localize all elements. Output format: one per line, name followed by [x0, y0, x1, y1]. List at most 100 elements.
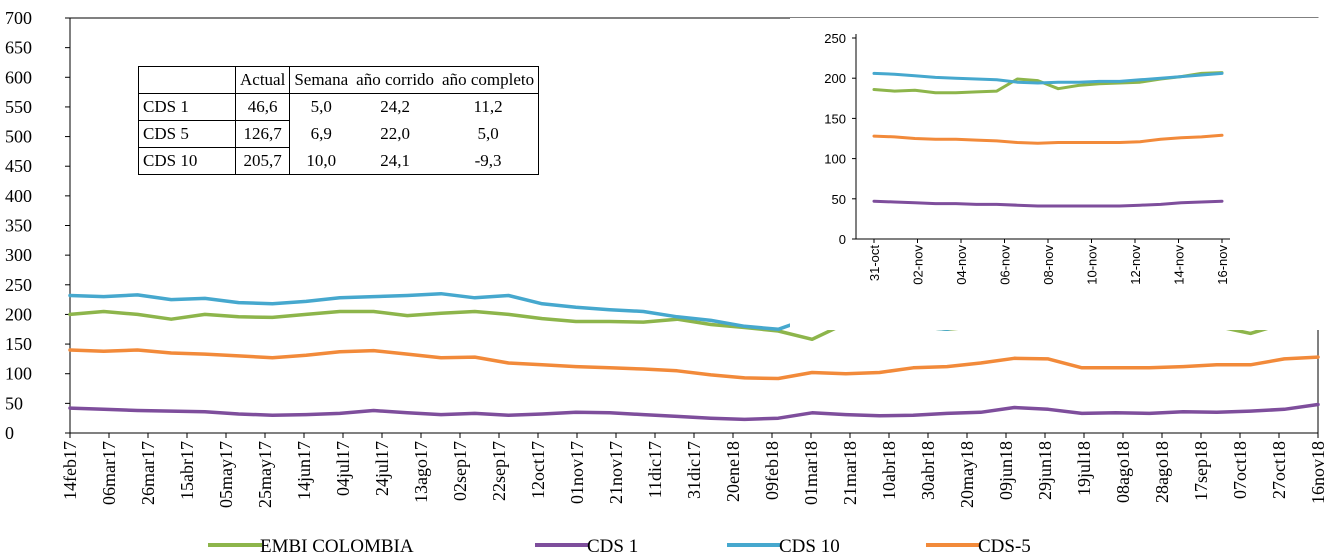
x-tick-label: 04jul17 — [333, 441, 353, 496]
x-tick-label: 21mar18 — [840, 441, 860, 505]
inset-series-line-cds-1 — [872, 199, 1224, 208]
y-tick-label: 500 — [5, 127, 32, 147]
inset-background — [790, 18, 1320, 330]
table-cell-name: CDS 10 — [138, 147, 236, 175]
y-tick-label: 700 — [5, 8, 32, 28]
table-row: CDS 1 46,6 5,0 24,2 11,2 — [138, 93, 540, 121]
series-line-cds-1 — [68, 402, 1320, 422]
chart-legend: EMBI COLOMBIA CDS 1 CDS 10 CDS-5 — [208, 536, 1031, 557]
table-cell-name: CDS 1 — [138, 93, 236, 121]
legend-label: CDS 1 — [587, 536, 638, 557]
x-tick-label: 16nov18 — [1308, 441, 1328, 504]
table-cell-actual: 126,7 — [234, 120, 291, 148]
table-header-actual: Actual — [234, 66, 291, 94]
table-header-ano-completo: año completo — [438, 66, 540, 94]
inset-x-tick-label: 16-nov — [1215, 245, 1230, 285]
x-tick-label: 02sep17 — [450, 441, 470, 501]
x-tick-label: 07oct18 — [1230, 441, 1250, 499]
x-tick-label: 14feb17 — [60, 441, 80, 500]
y-tick-label: 600 — [5, 67, 32, 87]
y-tick-label: 650 — [5, 38, 32, 58]
x-tick-label: 26mar17 — [138, 441, 158, 505]
table-cell-name: CDS 5 — [138, 120, 236, 148]
x-tick-label: 17sep18 — [1191, 441, 1211, 501]
x-tick-label: 31dic17 — [684, 441, 704, 499]
cds-stats-table: Actual Semana año corrido año completo C… — [138, 66, 540, 175]
y-tick-label: 150 — [5, 334, 32, 354]
inset-y-tick-label: 200 — [824, 71, 846, 86]
x-tick-label: 01mar18 — [801, 441, 821, 505]
inset-x-tick-label: 12-nov — [1128, 245, 1143, 285]
table-cell-semana: 10,0 — [289, 147, 353, 175]
inset-y-tick-label: 250 — [824, 31, 846, 46]
y-tick-label: 200 — [5, 304, 32, 324]
table-header-ano-corrido: año corrido — [352, 66, 439, 94]
x-tick-label: 15abr17 — [177, 441, 197, 500]
table-cell-corrido: 24,1 — [352, 147, 439, 175]
x-tick-label: 30abr18 — [918, 441, 938, 500]
table-cell-corrido: 24,2 — [380, 97, 410, 117]
y-tick-label: 300 — [5, 245, 32, 265]
x-tick-label: 20ene18 — [723, 441, 743, 502]
x-tick-label: 27oct18 — [1269, 441, 1289, 499]
x-tick-label: 29jun18 — [1035, 441, 1055, 500]
inset-y-tick-label: 150 — [824, 111, 846, 126]
legend-label: EMBI COLOMBIA — [260, 536, 414, 557]
x-tick-label: 01nov17 — [567, 441, 587, 504]
x-tick-label: 14jun17 — [294, 441, 314, 500]
main-chart-axes: 0501001502002503003504004505005506006507… — [5, 8, 1328, 508]
y-tick-label: 250 — [5, 275, 32, 295]
table-cell-corrido: 22,0 — [380, 124, 410, 143]
inset-x-tick-label: 02-nov — [911, 245, 926, 285]
inset-chart: 0 50 100 150 200 250 31-oct 02-nov 04-nov 06-nov 0… — [790, 18, 1320, 330]
y-tick-label: 0 — [5, 423, 14, 443]
inset-x-tick-label: 14-nov — [1172, 245, 1187, 285]
inset-x-tick-label: 04-nov — [954, 245, 969, 285]
y-tick-label: 100 — [5, 364, 32, 384]
x-tick-label: 22sep17 — [489, 441, 509, 501]
table-header-empty — [138, 66, 236, 94]
inset-y-tick-label: 100 — [824, 152, 846, 167]
table-row: CDS 10 205,7 10,0 24,1 -9,3 — [138, 147, 540, 175]
inset-series-line-cds-5 — [872, 133, 1224, 145]
inset-y-tick-label: 0 — [839, 232, 846, 247]
x-tick-label: 09jun18 — [996, 441, 1016, 500]
x-tick-label: 12oct17 — [528, 441, 548, 499]
x-tick-label: 25may17 — [255, 441, 275, 508]
x-tick-label: 05may17 — [216, 441, 236, 508]
x-tick-label: 11dic17 — [645, 441, 665, 498]
table-cell-completo: -9,3 — [438, 147, 540, 175]
x-tick-label: 09feb18 — [762, 441, 782, 500]
table-cell-actual: 46,6 — [234, 93, 291, 121]
legend-label: CDS-5 — [978, 536, 1031, 557]
x-tick-label: 10abr18 — [879, 441, 899, 500]
x-tick-label: 24jul17 — [372, 441, 392, 496]
table-cell-completo: 11,2 — [438, 93, 540, 121]
inset-x-tick-label: 10-nov — [1085, 245, 1100, 285]
inset-x-tick-label: 08-nov — [1041, 245, 1056, 285]
x-tick-label: 28ago18 — [1152, 441, 1172, 503]
legend-label: CDS 10 — [779, 536, 840, 557]
series-line-cds-5 — [68, 348, 1320, 381]
x-tick-label: 06mar17 — [99, 441, 119, 505]
x-tick-label: 21nov17 — [606, 441, 626, 504]
y-tick-label: 50 — [5, 393, 23, 413]
table-cell-actual: 205,7 — [234, 147, 291, 175]
inset-x-tick-label: 31-oct — [867, 245, 882, 282]
table-header-row: Actual Semana año corrido año completo — [138, 66, 540, 94]
table-header-semana: Semana — [289, 66, 353, 94]
x-tick-label: 08ago18 — [1113, 441, 1133, 503]
table-cell-semana: 5,0 — [289, 93, 353, 121]
x-tick-label: 13ago17 — [411, 441, 431, 503]
x-tick-label: 19jul18 — [1074, 441, 1094, 496]
x-tick-label: 20may18 — [957, 441, 977, 508]
inset-y-tick-label: 50 — [832, 192, 846, 207]
y-tick-label: 550 — [5, 97, 32, 117]
table-cell-semana: 6,9 — [289, 120, 353, 148]
y-tick-label: 400 — [5, 186, 32, 206]
y-tick-label: 450 — [5, 156, 32, 176]
inset-x-tick-label: 06-nov — [998, 245, 1013, 285]
inset-series-line-cds-10 — [872, 71, 1224, 85]
table-row: CDS 5 126,7 6,9 22,0 5,0 — [138, 120, 540, 148]
